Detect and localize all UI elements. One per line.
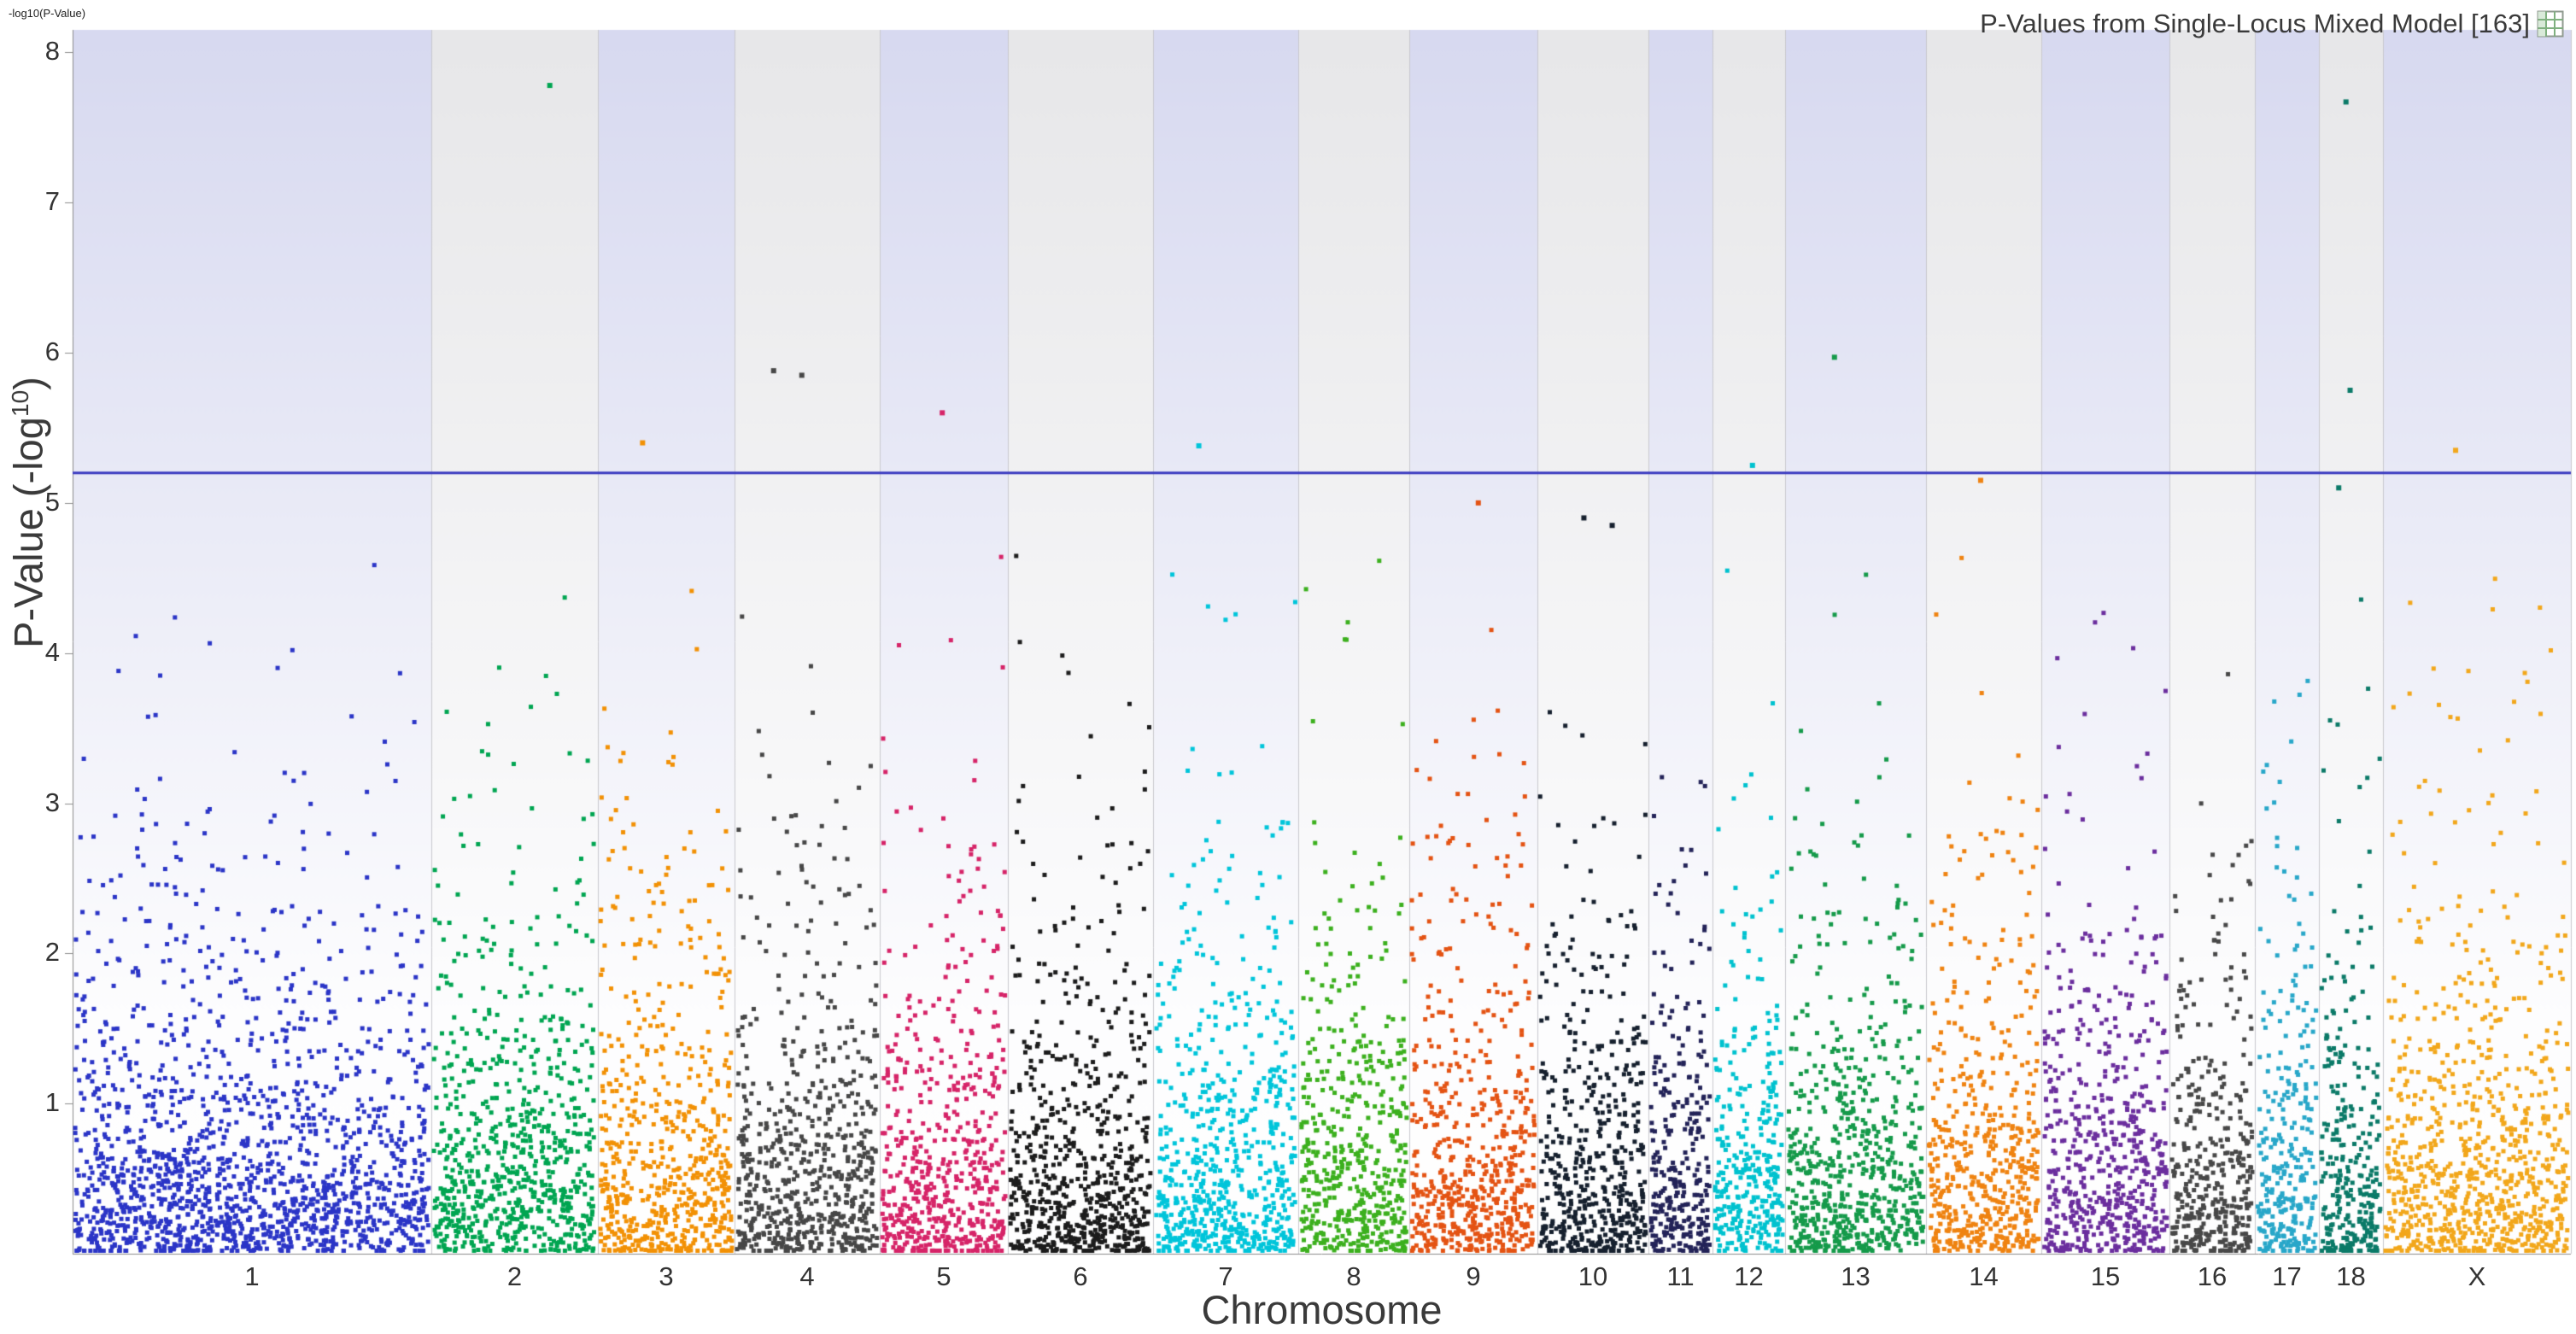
x-tick-label: 10 <box>1578 1261 1608 1291</box>
x-tick-label: 4 <box>799 1261 815 1291</box>
x-tick-label: 7 <box>1218 1261 1233 1291</box>
y-tick-label: 8 <box>44 36 60 67</box>
x-tick-label: 5 <box>936 1261 951 1291</box>
y-axis-units-label: -log10(P-Value) <box>9 7 86 20</box>
x-tick-label: 2 <box>506 1261 523 1291</box>
y-tick-label: 6 <box>44 336 60 367</box>
y-tick-label: 4 <box>44 636 60 667</box>
x-tick-label: 8 <box>1346 1261 1361 1291</box>
y-axis-label-close: ) <box>5 377 51 390</box>
plot-header: P-Values from Single-Locus Mixed Model [… <box>1980 7 2564 41</box>
y-axis-label-text: P-Value (-log <box>5 417 51 648</box>
y-tick-label: 1 <box>44 1087 60 1118</box>
y-axis-label-superscript: 10 <box>5 389 33 418</box>
x-tick-label: 12 <box>1734 1261 1764 1291</box>
y-tick-label: 7 <box>44 186 60 217</box>
x-tick-label: 16 <box>2197 1261 2228 1291</box>
y-tick-label: 5 <box>44 486 60 517</box>
x-tick-label: 13 <box>1841 1261 1871 1291</box>
spreadsheet-grid-icon[interactable] <box>2537 10 2564 38</box>
x-tick-label: 6 <box>1073 1261 1088 1291</box>
x-tick-label: 3 <box>659 1261 674 1291</box>
plot-title: P-Values from Single-Locus Mixed Model [… <box>1980 9 2530 38</box>
y-tick-label: 3 <box>44 787 60 817</box>
x-tick-label: 11 <box>1666 1261 1695 1291</box>
x-tick-label: 18 <box>2336 1261 2366 1291</box>
x-tick-label: 9 <box>1466 1261 1481 1291</box>
x-tick-label: 15 <box>2090 1261 2121 1291</box>
x-axis-label: Chromosome <box>1201 1287 1443 1332</box>
x-tick-label: X <box>2468 1261 2486 1291</box>
x-tick-label: 17 <box>2272 1261 2302 1291</box>
x-tick-label: 1 <box>244 1261 260 1291</box>
y-tick-label: 2 <box>44 937 60 968</box>
x-tick-label: 14 <box>1969 1261 1999 1291</box>
